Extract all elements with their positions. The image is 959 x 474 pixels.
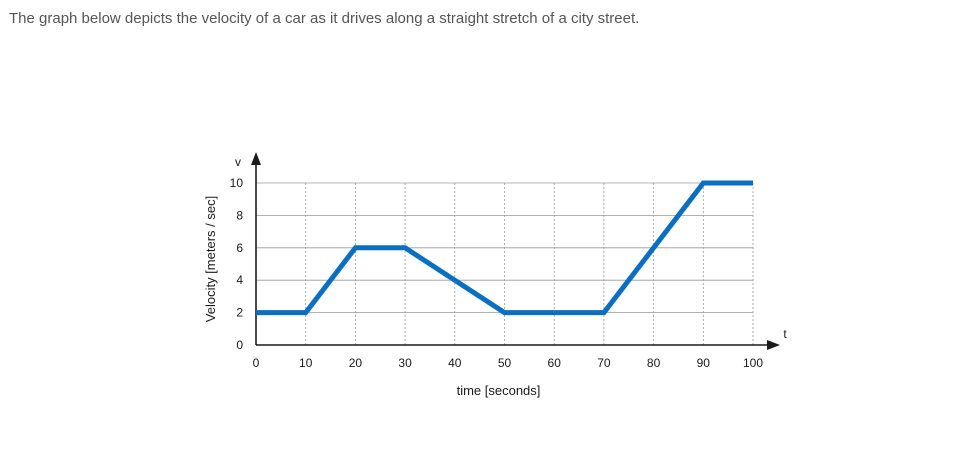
grid-layer bbox=[256, 182, 754, 345]
intro-text: The graph below depicts the velocity of … bbox=[9, 10, 640, 27]
y-tick-label: 0 bbox=[236, 338, 243, 352]
y-tick-label: 10 bbox=[230, 176, 244, 190]
x-tick-label: 100 bbox=[743, 356, 763, 370]
x-axis-symbol: t bbox=[783, 327, 787, 341]
y-axis-symbol: v bbox=[235, 155, 241, 169]
y-axis-arrow bbox=[251, 152, 261, 165]
x-axis-arrow bbox=[767, 340, 780, 350]
x-tick-label: 40 bbox=[448, 356, 462, 370]
x-tick-label: 50 bbox=[498, 356, 512, 370]
series-layer bbox=[255, 180, 754, 316]
labels-layer: 0 10 20 30 40 50 60 70 80 90 100 0 2 4 6 8 10 t v time [sec… bbox=[203, 155, 787, 398]
y-tick-label: 8 bbox=[236, 208, 243, 222]
x-tick-label: 30 bbox=[398, 356, 412, 370]
x-tick-label: 20 bbox=[349, 356, 363, 370]
y-tick-label: 4 bbox=[236, 273, 243, 287]
x-tick-label: 80 bbox=[647, 356, 661, 370]
x-axis-title: time [seconds] bbox=[457, 383, 541, 398]
x-tick-label: 0 bbox=[253, 356, 260, 370]
x-tick-label: 90 bbox=[697, 356, 711, 370]
y-tick-label: 2 bbox=[236, 306, 243, 320]
x-tick-label: 70 bbox=[597, 356, 611, 370]
series-line bbox=[256, 180, 753, 316]
x-tick-label: 60 bbox=[548, 356, 562, 370]
y-tick-label: 6 bbox=[236, 241, 243, 255]
y-axis-title: Velocity [meters / sec] bbox=[203, 196, 218, 322]
x-tick-label: 10 bbox=[299, 356, 313, 370]
axes bbox=[251, 152, 780, 350]
